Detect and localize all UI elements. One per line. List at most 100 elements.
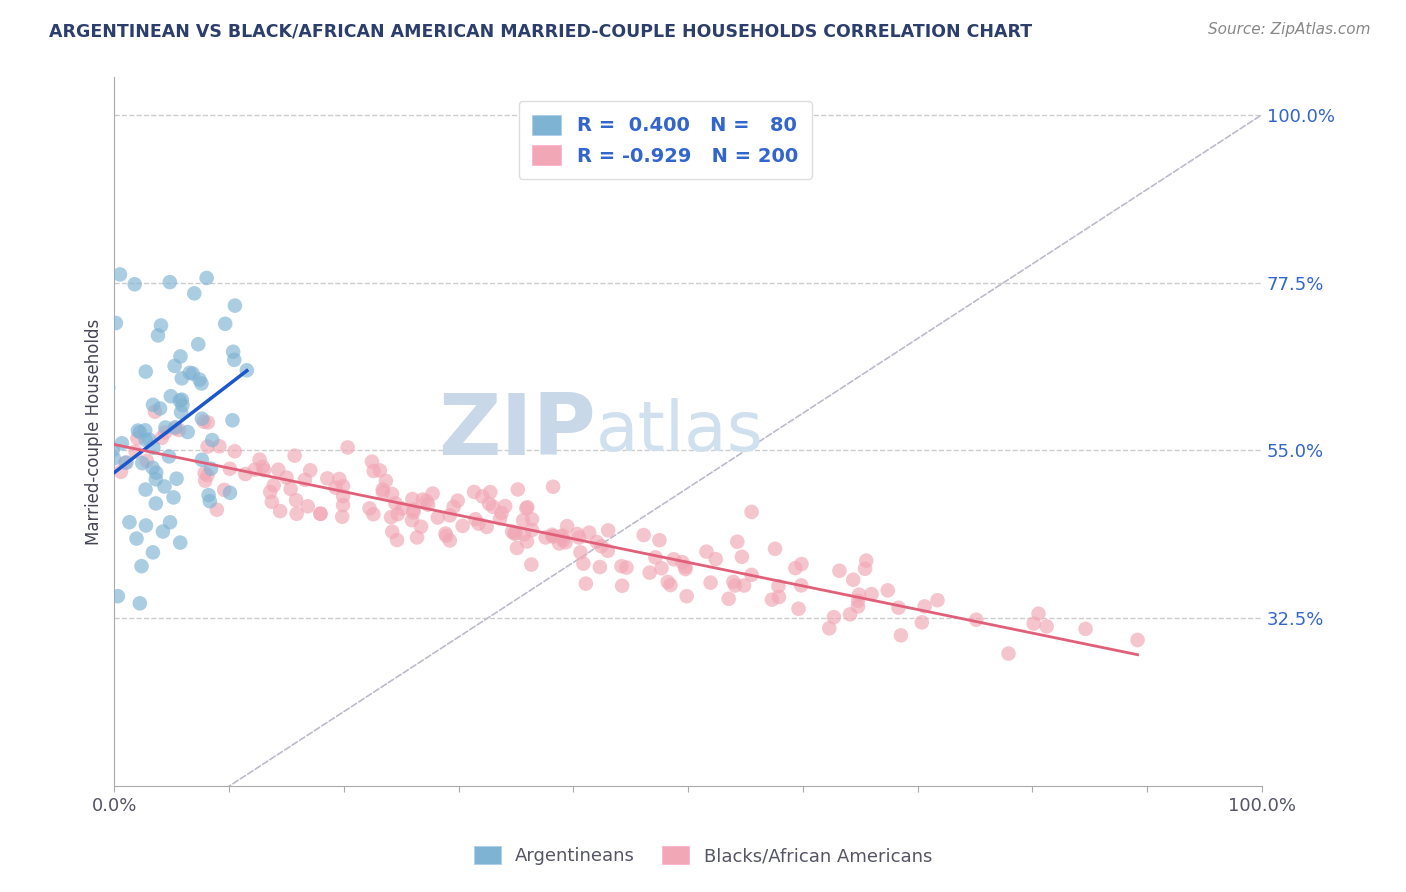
Point <box>860 587 883 601</box>
Y-axis label: Married-couple Households: Married-couple Households <box>86 318 103 545</box>
Point <box>259 485 281 500</box>
Point <box>152 524 174 539</box>
Point <box>167 423 190 437</box>
Point <box>790 557 813 571</box>
Point <box>280 482 302 496</box>
Point <box>541 480 564 494</box>
Point <box>374 474 396 488</box>
Point <box>163 359 186 373</box>
Point <box>768 579 790 593</box>
Point <box>124 277 146 292</box>
Point <box>142 398 165 412</box>
Point <box>143 405 166 419</box>
Point <box>330 509 353 524</box>
Point <box>506 541 529 555</box>
Point <box>243 463 266 477</box>
Point <box>128 425 150 439</box>
Point <box>422 486 444 500</box>
Point <box>363 508 385 522</box>
Point <box>276 470 298 484</box>
Point <box>406 531 429 545</box>
Point <box>657 574 679 589</box>
Point <box>201 433 224 447</box>
Point <box>150 431 173 445</box>
Point <box>516 534 538 549</box>
Point <box>214 317 236 331</box>
Point <box>1028 607 1050 621</box>
Point <box>361 455 384 469</box>
Point <box>541 529 564 543</box>
Point <box>848 588 870 602</box>
Point <box>153 479 176 493</box>
Point <box>150 318 173 333</box>
Point <box>890 628 912 642</box>
Point <box>598 524 620 538</box>
Point <box>965 613 987 627</box>
Point <box>1074 622 1097 636</box>
Point <box>717 591 740 606</box>
Point <box>359 501 381 516</box>
Point <box>381 487 404 501</box>
Point <box>439 508 461 523</box>
Point <box>135 454 157 468</box>
Point <box>127 424 149 438</box>
Point <box>567 527 589 541</box>
Point <box>332 489 354 503</box>
Point <box>585 535 607 549</box>
Point <box>77 524 100 539</box>
Point <box>128 596 150 610</box>
Legend: R =  0.400   N =   80, R = -0.929   N = 200: R = 0.400 N = 80, R = -0.929 N = 200 <box>519 102 811 179</box>
Point <box>451 519 474 533</box>
Text: Source: ZipAtlas.com: Source: ZipAtlas.com <box>1208 22 1371 37</box>
Point <box>569 545 592 559</box>
Point <box>212 483 235 497</box>
Point <box>541 529 564 543</box>
Point <box>194 474 217 488</box>
Point <box>224 352 246 367</box>
Point <box>725 534 748 549</box>
Point <box>263 478 285 492</box>
Point <box>181 367 204 381</box>
Point <box>149 401 172 416</box>
Point <box>439 533 461 548</box>
Point <box>260 495 283 509</box>
Point <box>115 456 138 470</box>
Point <box>145 496 167 510</box>
Point <box>195 271 218 285</box>
Point <box>471 489 494 503</box>
Point <box>284 449 307 463</box>
Point <box>520 558 543 572</box>
Point <box>489 511 512 525</box>
Point <box>118 515 141 529</box>
Point <box>911 615 934 630</box>
Point <box>187 337 209 351</box>
Point <box>381 524 404 539</box>
Point <box>534 531 557 545</box>
Point <box>198 494 221 508</box>
Point <box>332 479 354 493</box>
Point <box>72 516 94 531</box>
Point <box>205 502 228 516</box>
Point <box>575 576 598 591</box>
Point <box>169 350 191 364</box>
Point <box>572 557 595 571</box>
Point <box>197 468 219 483</box>
Point <box>704 552 727 566</box>
Point <box>285 507 308 521</box>
Point <box>93 537 115 551</box>
Point <box>731 549 754 564</box>
Point <box>785 561 807 575</box>
Point <box>166 472 188 486</box>
Point <box>193 415 215 429</box>
Point <box>553 533 575 548</box>
Point <box>224 444 246 458</box>
Point <box>411 519 433 533</box>
Point <box>309 507 332 521</box>
Point <box>0 432 20 446</box>
Point <box>169 535 191 549</box>
Point <box>554 535 576 549</box>
Point <box>142 441 165 455</box>
Point <box>153 425 176 440</box>
Point <box>159 275 181 289</box>
Point <box>659 578 682 592</box>
